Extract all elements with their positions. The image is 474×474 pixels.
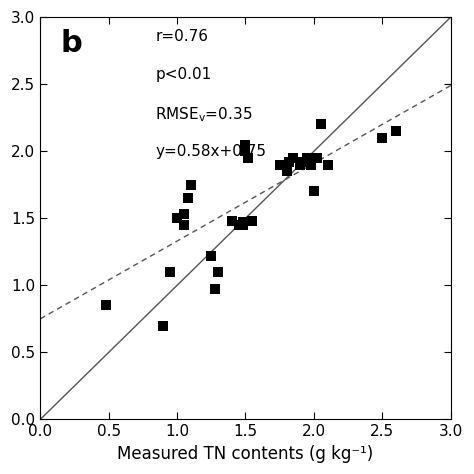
Point	[239, 221, 246, 229]
Point	[313, 154, 320, 162]
Point	[379, 134, 386, 142]
Text: y=0.58x+0.75: y=0.58x+0.75	[155, 144, 266, 159]
Point	[102, 301, 109, 309]
Point	[208, 252, 215, 260]
Point	[317, 120, 325, 128]
Text: r=0.76: r=0.76	[155, 29, 208, 44]
Point	[290, 154, 297, 162]
Point	[276, 161, 283, 168]
Point	[187, 181, 194, 189]
Point	[160, 322, 167, 329]
Point	[228, 217, 236, 225]
Point	[180, 221, 188, 229]
X-axis label: Measured TN contents (g kg⁻¹): Measured TN contents (g kg⁻¹)	[118, 445, 374, 463]
Point	[283, 167, 291, 175]
Text: p<0.01: p<0.01	[155, 67, 211, 82]
Point	[285, 158, 293, 166]
Point	[184, 194, 192, 202]
Point	[303, 154, 311, 162]
Point	[245, 154, 252, 162]
Point	[296, 161, 304, 168]
Point	[307, 161, 315, 168]
Point	[392, 128, 400, 135]
Point	[211, 285, 219, 293]
Point	[242, 141, 249, 148]
Point	[310, 188, 318, 195]
Text: RMSE$_\mathregular{v}$=0.35: RMSE$_\mathregular{v}$=0.35	[155, 106, 253, 124]
Point	[242, 147, 249, 155]
Point	[180, 210, 188, 218]
Point	[248, 217, 256, 225]
Point	[173, 215, 181, 222]
Point	[214, 268, 222, 276]
Point	[239, 219, 246, 226]
Text: b: b	[61, 29, 82, 58]
Point	[166, 268, 174, 276]
Point	[235, 221, 242, 229]
Point	[324, 161, 331, 168]
Point	[299, 158, 307, 166]
